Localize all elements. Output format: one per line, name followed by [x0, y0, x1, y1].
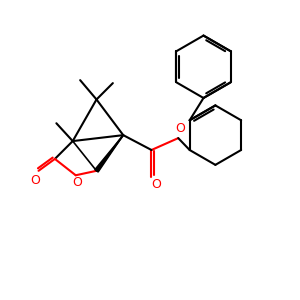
Polygon shape [95, 135, 123, 172]
Text: O: O [31, 174, 40, 188]
Text: O: O [151, 178, 161, 191]
Text: O: O [175, 122, 185, 134]
Text: O: O [72, 176, 82, 189]
